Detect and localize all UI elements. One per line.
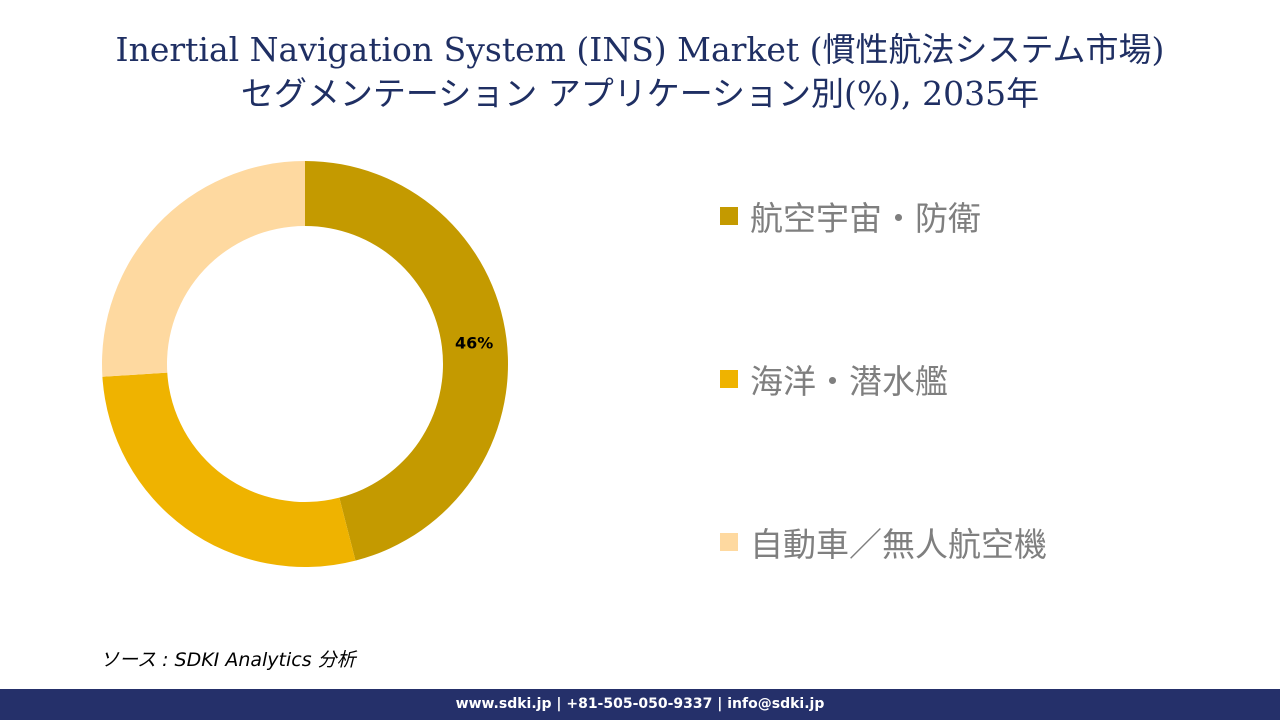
legend-swatch-2 xyxy=(720,370,738,388)
legend-label-3: 自動車／無人航空機 xyxy=(750,525,1047,564)
donut-slice-3 xyxy=(102,161,305,377)
legend-label-1: 航空宇宙・防衛 xyxy=(750,199,981,238)
legend-item-1: 航空宇宙・防衛 xyxy=(720,190,1047,242)
chart-title-line-2: セグメンテーション アプリケーション別(%), 2035年 xyxy=(240,74,1040,113)
legend-item-2: 海洋・潜水艦 xyxy=(720,353,1047,405)
source-note: ソース : SDKI Analytics 分析 xyxy=(100,649,356,671)
data-label-slice-1: 46% xyxy=(455,334,493,353)
chart-legend: 航空宇宙・防衛 海洋・潜水艦自動車／無人航空機 xyxy=(720,190,1047,679)
footer-contact: www.sdki.jp | +81-505-050-9337 | info@sd… xyxy=(455,696,825,712)
donut-slice-1 xyxy=(305,161,508,561)
donut-slice-2 xyxy=(102,372,356,567)
legend-label-2: 海洋・潜水艦 xyxy=(750,362,948,401)
legend-item-3: 自動車／無人航空機 xyxy=(720,516,1047,568)
chart-title: Inertial Navigation System (INS) Market … xyxy=(0,28,1280,116)
legend-swatch-3 xyxy=(720,533,738,551)
chart-title-line-1: Inertial Navigation System (INS) Market … xyxy=(115,30,1165,69)
donut-chart: 46% xyxy=(102,161,508,567)
legend-swatch-1 xyxy=(720,207,738,225)
footer-bar: www.sdki.jp | +81-505-050-9337 | info@sd… xyxy=(0,689,1280,720)
